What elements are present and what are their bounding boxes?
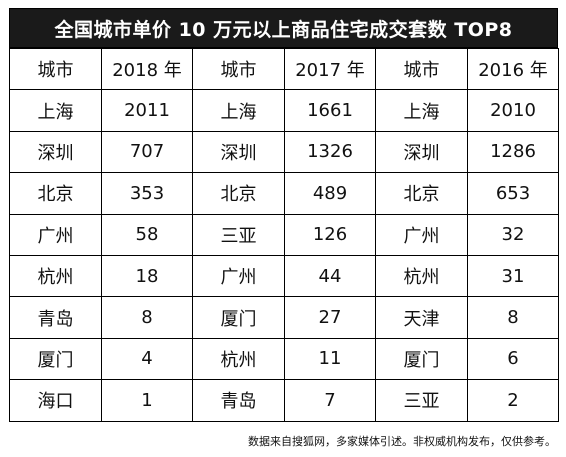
city-cell: 北京 [192, 172, 285, 215]
count-cell: 2010 [467, 89, 559, 132]
count-cell: 8 [101, 296, 193, 339]
count-cell: 2 [467, 379, 559, 422]
count-cell: 11 [284, 337, 376, 381]
city-cell: 广州 [375, 213, 468, 256]
table-row: 广州 58 三亚 126 广州 32 [9, 213, 559, 256]
col-header-year: 2018 年 [101, 47, 193, 91]
count-cell: 32 [467, 213, 559, 256]
city-cell: 广州 [9, 213, 102, 256]
city-cell: 海口 [9, 379, 102, 422]
city-cell: 深圳 [192, 130, 285, 174]
col-header-city: 城市 [375, 47, 468, 91]
count-cell: 27 [284, 296, 376, 339]
count-cell: 489 [284, 172, 376, 215]
city-cell: 上海 [9, 89, 102, 132]
city-cell: 深圳 [9, 130, 102, 174]
count-cell: 1661 [284, 89, 376, 132]
col-header-year: 2016 年 [467, 47, 559, 91]
city-cell: 深圳 [375, 130, 468, 174]
count-cell: 44 [284, 254, 376, 298]
table-row: 海口 1 青岛 7 三亚 2 [9, 379, 559, 422]
table-row: 深圳 707 深圳 1326 深圳 1286 [9, 130, 559, 174]
col-header-city: 城市 [192, 47, 285, 91]
count-cell: 6 [467, 337, 559, 381]
count-cell: 4 [101, 337, 193, 381]
count-cell: 58 [101, 213, 193, 256]
count-cell: 707 [101, 130, 193, 174]
data-grid: 城市 2018 年 城市 2017 年 城市 2016 年 上海 2011 上海… [9, 47, 559, 422]
city-cell: 三亚 [192, 213, 285, 256]
city-cell: 上海 [192, 89, 285, 132]
city-cell: 青岛 [9, 296, 102, 339]
table-row: 北京 353 北京 489 北京 653 [9, 172, 559, 215]
count-cell: 31 [467, 254, 559, 298]
city-cell: 厦门 [375, 337, 468, 381]
city-cell: 北京 [9, 172, 102, 215]
count-cell: 126 [284, 213, 376, 256]
table-row: 杭州 18 广州 44 杭州 31 [9, 254, 559, 298]
city-cell: 上海 [375, 89, 468, 132]
count-cell: 18 [101, 254, 193, 298]
count-cell: 8 [467, 296, 559, 339]
city-cell: 青岛 [192, 379, 285, 422]
table-row: 上海 2011 上海 1661 上海 2010 [9, 89, 559, 132]
city-cell: 厦门 [192, 296, 285, 339]
ranking-table: 全国城市单价 10 万元以上商品住宅成交套数 TOP8 城市 2018 年 城市… [9, 8, 559, 422]
count-cell: 1 [101, 379, 193, 422]
table-row: 厦门 4 杭州 11 厦门 6 [9, 337, 559, 381]
city-cell: 杭州 [375, 254, 468, 298]
city-cell: 北京 [375, 172, 468, 215]
count-cell: 2011 [101, 89, 193, 132]
table-title: 全国城市单价 10 万元以上商品住宅成交套数 TOP8 [9, 8, 558, 48]
city-cell: 天津 [375, 296, 468, 339]
city-cell: 广州 [192, 254, 285, 298]
table-row: 青岛 8 厦门 27 天津 8 [9, 296, 559, 339]
count-cell: 7 [284, 379, 376, 422]
header-row: 城市 2018 年 城市 2017 年 城市 2016 年 [9, 47, 559, 91]
count-cell: 353 [101, 172, 193, 215]
city-cell: 杭州 [9, 254, 102, 298]
count-cell: 653 [467, 172, 559, 215]
col-header-city: 城市 [9, 47, 102, 91]
col-header-year: 2017 年 [284, 47, 376, 91]
city-cell: 三亚 [375, 379, 468, 422]
city-cell: 厦门 [9, 337, 102, 381]
source-footnote: 数据来自搜狐网，多家媒体引述。非权威机构发布，仅供参考。 [248, 435, 556, 448]
count-cell: 1286 [467, 130, 559, 174]
count-cell: 1326 [284, 130, 376, 174]
city-cell: 杭州 [192, 337, 285, 381]
